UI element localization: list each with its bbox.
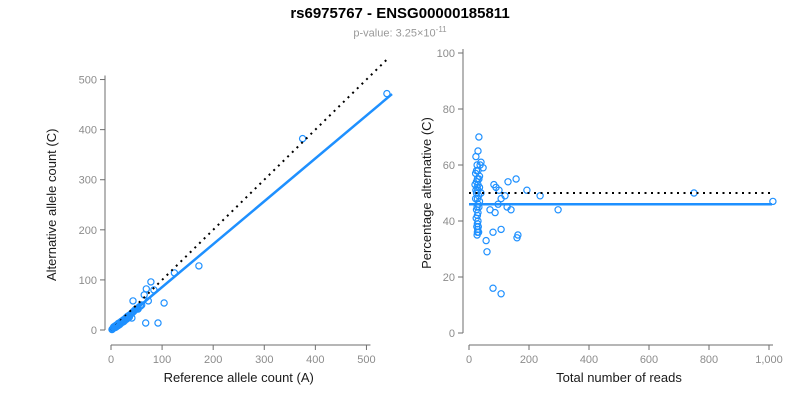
pvalue-base: 3.25×10 (395, 27, 436, 40)
y-tick-label: 500 (79, 75, 97, 87)
data-point (536, 192, 544, 200)
data-point (128, 314, 136, 322)
data-point (141, 319, 150, 327)
x-tick-label: 0 (466, 354, 472, 366)
pvalue-exponent: -11 (435, 25, 447, 34)
data-point (507, 206, 515, 214)
y-tick-label: 0 (91, 325, 97, 337)
data-point (489, 284, 497, 292)
pvalue-prefix: p-value: (353, 27, 396, 40)
y-axis: 0 100 200 300 400 500 (79, 75, 106, 337)
chart-title: rs6975767 - ENSG00000185811 (290, 5, 510, 22)
data-point (129, 297, 137, 305)
x-tick-label: 600 (640, 354, 658, 366)
y-tick-label: 100 (79, 275, 97, 287)
regression-line (110, 93, 393, 331)
x-tick-label: 0 (108, 354, 114, 366)
y-tick-label: 400 (79, 125, 97, 137)
identity-line (110, 56, 391, 331)
x-tick-label: 500 (357, 354, 375, 366)
data-point (501, 192, 509, 200)
data-point (495, 186, 503, 194)
data-point (475, 133, 483, 141)
y-tick-label: 40 (443, 216, 455, 228)
data-point (523, 186, 531, 194)
x-tick-label: 200 (204, 354, 222, 366)
y-tick-label: 100 (437, 48, 455, 60)
data-point (497, 290, 505, 298)
data-point (769, 197, 777, 206)
data-point (298, 134, 307, 143)
data-point (483, 248, 491, 256)
x-axis-title: Reference allele count (A) (164, 370, 314, 385)
chart-subtitle: p-value: 3.25×10-11 (0, 25, 800, 40)
data-point (160, 299, 168, 307)
data-point (554, 206, 562, 214)
y-tick-label: 0 (449, 328, 455, 340)
x-axis-title: Total number of reads (556, 370, 682, 385)
x-axis: 0 200 400 600 800 1,000 (466, 344, 783, 366)
data-point (137, 301, 146, 309)
data-point (383, 89, 391, 98)
x-tick-label: 100 (153, 354, 171, 366)
data-point (195, 262, 203, 270)
data-point (154, 319, 162, 327)
x-tick-label: 400 (580, 354, 598, 366)
x-tick-label: 800 (700, 354, 718, 366)
data-point (472, 152, 480, 161)
data-point (147, 278, 155, 286)
x-axis: 0 100 200 300 400 500 (108, 344, 376, 366)
data-point (473, 228, 482, 236)
data-point (504, 178, 512, 186)
data-point (136, 302, 145, 310)
data-point (473, 231, 481, 239)
y-tick-label: 200 (79, 225, 97, 237)
data-point (489, 228, 497, 236)
data-points (471, 133, 777, 298)
data-point (491, 208, 499, 217)
y-tick-label: 20 (443, 272, 455, 284)
data-point (512, 175, 520, 183)
x-tick-label: 200 (520, 354, 538, 366)
y-tick-label: 300 (79, 175, 97, 187)
y-axis-title: Alternative allele count (C) (44, 129, 59, 281)
y-tick-label: 60 (443, 160, 455, 172)
data-point (142, 285, 150, 293)
allele-count-scatter-plot: 0 100 200 300 400 500 0 100 200 300 400 500 Referenc… (44, 56, 393, 385)
y-tick-label: 80 (443, 104, 455, 116)
y-axis-title: Percentage alternative (C) (419, 117, 434, 269)
data-point (482, 236, 490, 245)
x-tick-label: 400 (306, 354, 324, 366)
data-point (497, 225, 505, 234)
y-axis: 0 20 40 60 80 100 (437, 48, 464, 340)
x-tick-label: 300 (255, 354, 273, 366)
data-point (514, 231, 522, 239)
x-tick-label: 1,000 (755, 354, 783, 366)
percentage-alternative-scatter-plot: 0 200 400 600 800 1,000 0 20 40 60 80 100 Total numb… (419, 48, 783, 385)
